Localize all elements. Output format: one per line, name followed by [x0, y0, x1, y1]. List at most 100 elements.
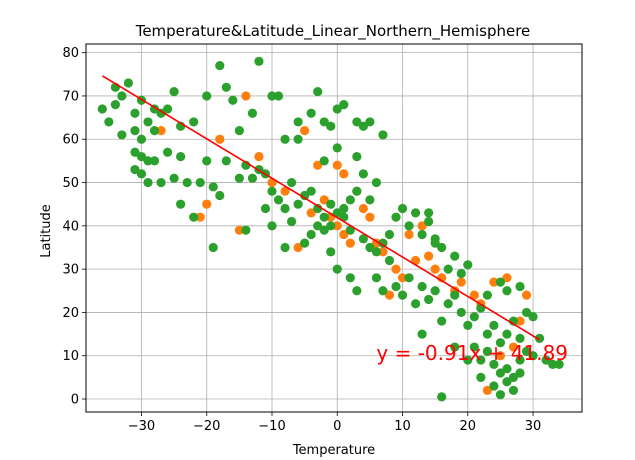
data-point: [417, 281, 427, 292]
data-point: [189, 212, 199, 222]
data-point: [143, 156, 153, 166]
data-point: [489, 381, 499, 391]
data-point: [352, 151, 362, 162]
data-point: [332, 264, 342, 274]
data-point: [117, 130, 127, 140]
data-point: [332, 104, 342, 114]
data-point: [463, 355, 473, 365]
data-point: [339, 169, 349, 179]
data-point: [306, 208, 316, 218]
data-point: [463, 260, 473, 270]
data-point: [241, 91, 251, 101]
y-tick-label: 40: [62, 219, 79, 234]
data-point: [130, 164, 140, 175]
data-point: [123, 78, 134, 88]
data-point: [241, 160, 251, 170]
data-point: [286, 216, 297, 227]
y-tick-label: 30: [62, 263, 79, 278]
data-point: [293, 117, 303, 127]
data-point: [326, 121, 336, 131]
y-axis-label: Latitude: [39, 204, 54, 258]
data-point: [482, 290, 492, 300]
plot-frame: [85, 43, 583, 413]
data-point: [489, 359, 499, 369]
data-point: [456, 307, 466, 318]
y-tick-label: 70: [62, 89, 79, 104]
data-point: [456, 268, 466, 279]
data-point: [234, 225, 244, 235]
data-point: [424, 208, 434, 218]
data-point: [241, 225, 251, 235]
data-point: [345, 273, 355, 283]
data-point: [417, 329, 427, 339]
data-point: [521, 307, 532, 318]
data-point: [502, 364, 512, 374]
data-point: [117, 91, 127, 101]
data-point: [176, 199, 186, 209]
data-point: [352, 117, 362, 127]
data-point: [234, 173, 244, 183]
data-point: [332, 160, 342, 170]
data-point: [528, 312, 538, 322]
data-point: [326, 247, 336, 257]
data-point: [254, 151, 264, 162]
data-point: [495, 338, 506, 348]
data-point: [384, 229, 395, 240]
data-point: [404, 273, 414, 283]
data-point: [521, 290, 532, 300]
data-point: [397, 290, 408, 300]
data-point: [273, 91, 284, 101]
data-point: [345, 195, 355, 205]
grid-lines: [86, 44, 582, 412]
data-point: [208, 242, 218, 253]
data-point: [130, 147, 140, 157]
data-point: [313, 203, 323, 214]
data-point: [437, 242, 447, 253]
data-point: [482, 385, 492, 395]
data-point: [234, 125, 244, 136]
data-point: [313, 87, 323, 97]
data-point: [515, 281, 525, 292]
data-point: [534, 333, 545, 343]
data-point: [443, 264, 453, 274]
x-axis-ticks: −30 −20 −10 0 10 20 30: [128, 412, 542, 434]
data-point: [345, 238, 355, 248]
data-point: [365, 212, 375, 222]
data-point: [417, 221, 427, 231]
x-tick-label: 30: [525, 419, 542, 434]
data-point: [443, 299, 453, 309]
data-point: [247, 108, 258, 118]
data-point: [280, 203, 290, 214]
data-point: [554, 359, 564, 369]
data-point: [319, 212, 329, 222]
data-point: [384, 290, 395, 300]
data-point: [456, 277, 466, 287]
data-point: [515, 368, 525, 378]
data-point: [358, 121, 368, 131]
data-point: [319, 225, 329, 235]
data-point: [378, 247, 388, 257]
data-point: [378, 130, 388, 140]
data-point: [482, 346, 492, 356]
data-point: [365, 195, 375, 205]
data-point: [149, 125, 160, 136]
data-point: [397, 203, 408, 214]
data-point: [397, 273, 408, 283]
y-tick-label: 10: [62, 349, 79, 364]
data-point: [332, 143, 342, 153]
data-point: [267, 186, 277, 196]
x-tick-label: −20: [193, 419, 220, 434]
y-axis-ticks: 0 10 20 30 40 50 60 70 80: [62, 46, 86, 408]
data-point: [221, 156, 231, 166]
data-point: [156, 177, 166, 188]
data-point: [221, 82, 231, 92]
data-point: [365, 117, 375, 127]
data-point: [339, 229, 349, 240]
data-point: [450, 342, 460, 352]
data-point: [300, 125, 310, 136]
regression-equation: y = -0.91x + 41.89: [376, 341, 568, 365]
data-point: [521, 346, 532, 356]
data-point: [391, 281, 401, 292]
data-point: [208, 182, 218, 192]
